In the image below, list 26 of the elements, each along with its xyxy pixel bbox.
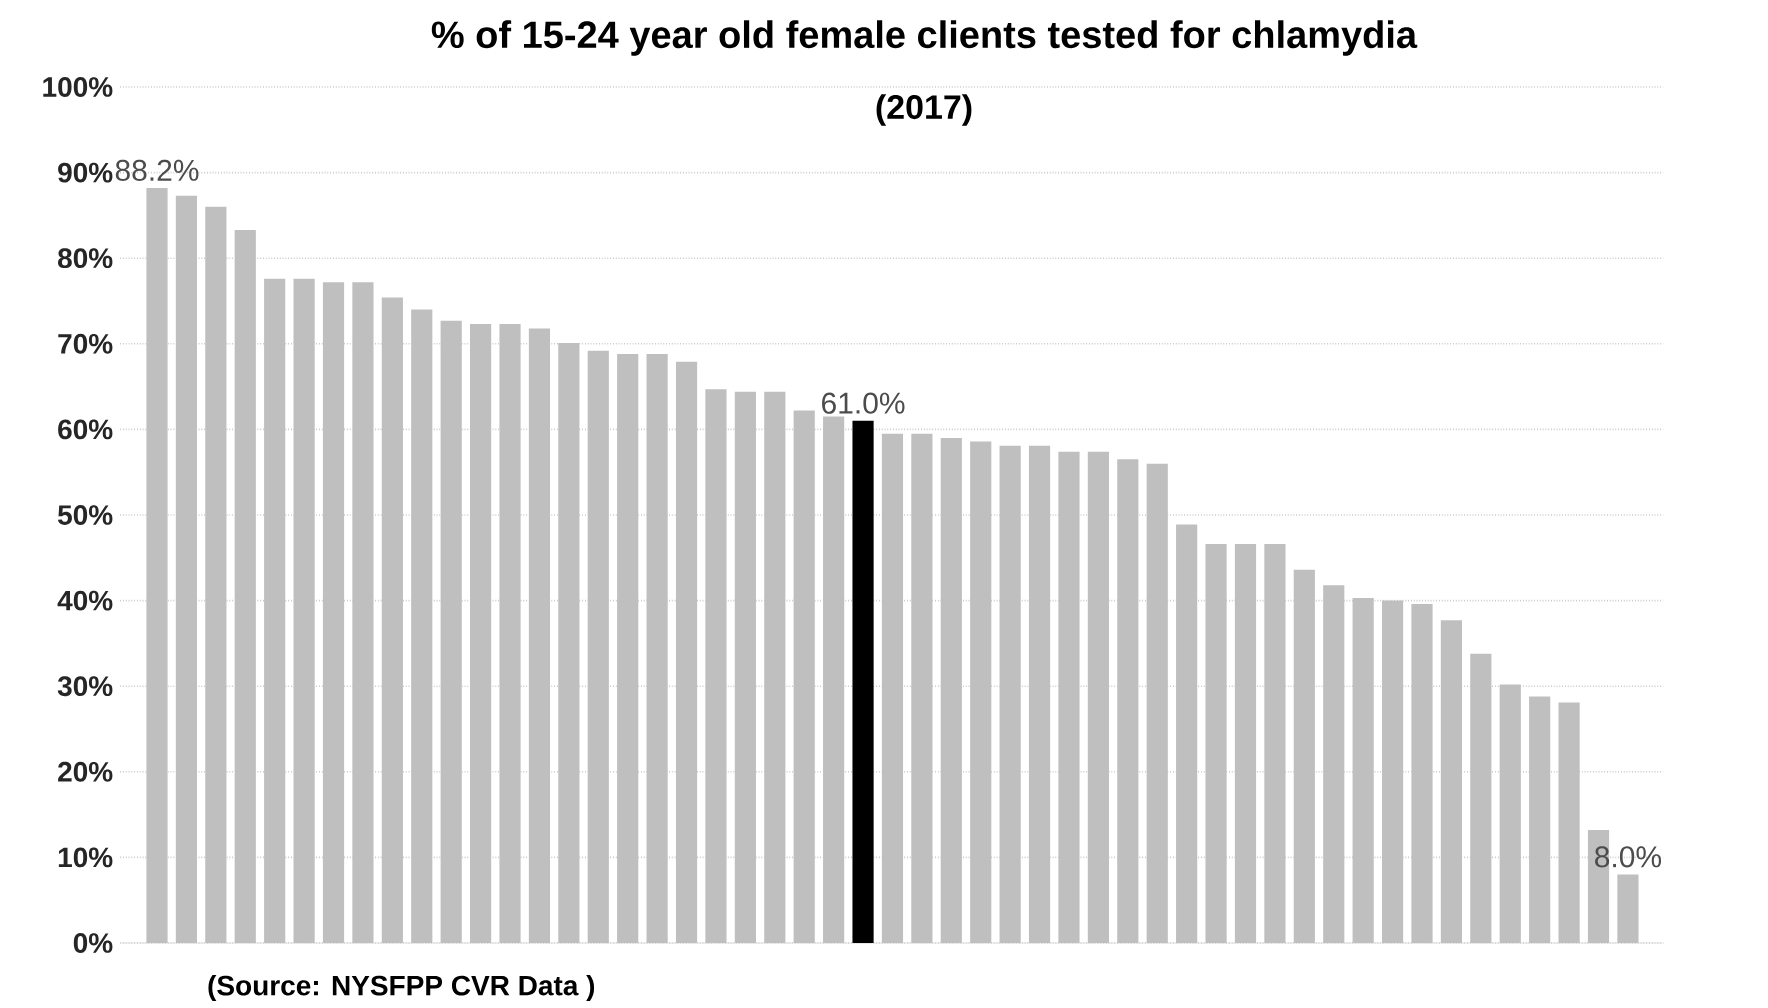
bar	[1058, 451, 1080, 943]
data-label: 61.0%	[822, 392, 905, 414]
chart-title: % of 15-24 year old female clients tested for chlamydia	[431, 20, 1418, 56]
y-tick-label: 10%	[58, 847, 113, 868]
y-tick-label: 20%	[58, 761, 113, 782]
y-tick-label: 70%	[58, 333, 113, 354]
bar	[764, 391, 786, 943]
y-tick-label: 100%	[43, 77, 113, 97]
bar	[175, 195, 198, 943]
data-label: 88.2%	[115, 159, 199, 181]
y-tick-label: 40%	[57, 590, 113, 611]
y-tick-label: 30%	[57, 676, 113, 697]
bar	[411, 309, 433, 943]
y-tick-label: 90%	[58, 162, 113, 183]
bar	[1264, 544, 1286, 943]
y-tick-label: 50%	[57, 505, 113, 525]
bar	[470, 324, 492, 943]
y-tick-label: 0%	[73, 933, 113, 953]
y-tick-label: 60%	[58, 419, 113, 440]
text: (Source: NYSFPP CVR Data )	[208, 974, 595, 1002]
y-tick-label: 80%	[58, 248, 113, 269]
bar	[1617, 874, 1639, 943]
data-label: 8.0%	[1595, 846, 1662, 868]
bar	[1558, 702, 1580, 943]
bar	[852, 420, 874, 943]
chart-subtitle: (2017)	[876, 94, 972, 126]
